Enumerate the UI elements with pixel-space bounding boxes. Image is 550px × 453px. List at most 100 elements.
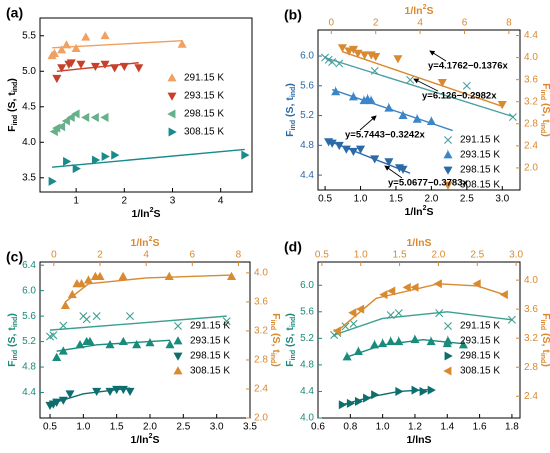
x2-tick-label: 8 [236,250,242,261]
legend-label: 298.15 K [184,109,224,120]
axis-label: Find (S, tind) [6,313,20,367]
legend-label: 308.15 K [460,180,500,191]
axis-label: Find (S, tind) [284,313,298,367]
label-part: 1/ln [130,434,148,446]
data-point [419,386,428,396]
label-part: ) [6,313,18,317]
label-part: (S, t [284,97,296,120]
y2-tick-label: 4.0 [254,268,268,279]
data-point [472,279,481,289]
fit-line [52,40,183,49]
data-point [332,326,341,336]
data-point [52,352,62,361]
fit-line [64,274,232,303]
data-point [56,122,66,132]
data-point [82,315,91,324]
y-tick-label: 4.5 [22,101,36,112]
x2-tick-label: 1.5 [393,250,407,261]
legend-marker [444,351,453,361]
data-point [348,308,357,318]
data-point [90,62,100,72]
label-part: ind [290,350,297,361]
label-part: ind [12,115,19,126]
y2-tick-label: 3.2 [254,326,268,337]
x-tick-label: 2.0 [143,422,157,433]
legend-marker [173,352,183,361]
label-part: 1/ln [130,237,148,249]
fit-line [324,57,514,118]
data-point [59,321,68,330]
data-point [386,335,396,346]
y-tick-label: 6.4 [22,260,36,271]
data-point [61,116,70,126]
data-point [331,86,341,96]
x-tick-label: 2 [122,196,128,207]
axis-label: 1/ln2S [404,205,433,217]
arrow [429,50,447,62]
label-part: 1/ln [404,5,422,17]
data-point [91,155,101,165]
y-tick-label: 4.0 [300,413,314,424]
data-point [379,290,388,300]
label-part: 2 [149,433,153,440]
x-tick-label: 2.5 [460,194,474,205]
legend-label: 298.15 K [190,351,230,362]
y-tick-label: 6.0 [22,285,36,296]
x-tick-label: 0.6 [311,422,325,433]
data-point [66,112,75,122]
axis-label: Find (S, tind) [269,313,283,367]
data-point [81,32,91,41]
data-point [327,139,337,148]
data-point [52,398,62,407]
label-part: ind [12,82,19,93]
label-part: (S, t [270,330,282,353]
data-point [241,150,250,160]
axis-label: Find (S, tind) [539,313,550,367]
label-part: F [284,130,296,137]
axis-label: Find (S, tind) [284,83,298,137]
data-point [76,60,86,69]
y-tick-label: 4.4 [22,387,36,398]
label-part: ind [539,353,546,364]
legend-label: 308.15 K [460,366,500,377]
data-point [360,51,370,60]
data-point [348,91,358,101]
data-point [119,62,129,72]
data-point [386,311,395,320]
label-part: 1/ln [404,206,422,218]
label-part: ind [539,320,546,331]
label-part: F [540,313,550,320]
data-point [125,387,135,396]
plot-frame [317,29,521,191]
legend-marker [167,73,177,82]
data-point [126,312,134,321]
x-tick-label: 1.2 [408,422,422,433]
x2-tick-label: 2 [373,18,379,29]
axis-label: 1/ln2S [404,4,433,16]
data-point [499,290,508,300]
y2-tick-label: 4.4 [524,30,538,41]
y2-tick-label: 3.2 [524,96,538,107]
y2-tick-label: 2.8 [524,118,538,129]
fit-line [49,315,227,331]
data-point [132,340,142,349]
data-point [66,59,76,68]
label-part: F [6,360,18,367]
data-point [426,115,436,125]
x-tick-label: 2.5 [176,422,190,433]
x2-tick-label: 2.5 [470,250,484,261]
label-part: ind [539,90,546,101]
panel-label: (a) [6,5,23,21]
data-point [344,47,354,56]
data-point [92,387,102,396]
arrow [384,165,403,179]
legend-label: 293.15 K [184,91,224,102]
data-point [101,151,110,162]
label-part: S [152,434,159,446]
data-point [58,396,68,405]
data-point [398,109,408,120]
data-point [65,390,75,399]
data-point [394,335,404,346]
axis-label: 1/lnS [406,434,431,446]
